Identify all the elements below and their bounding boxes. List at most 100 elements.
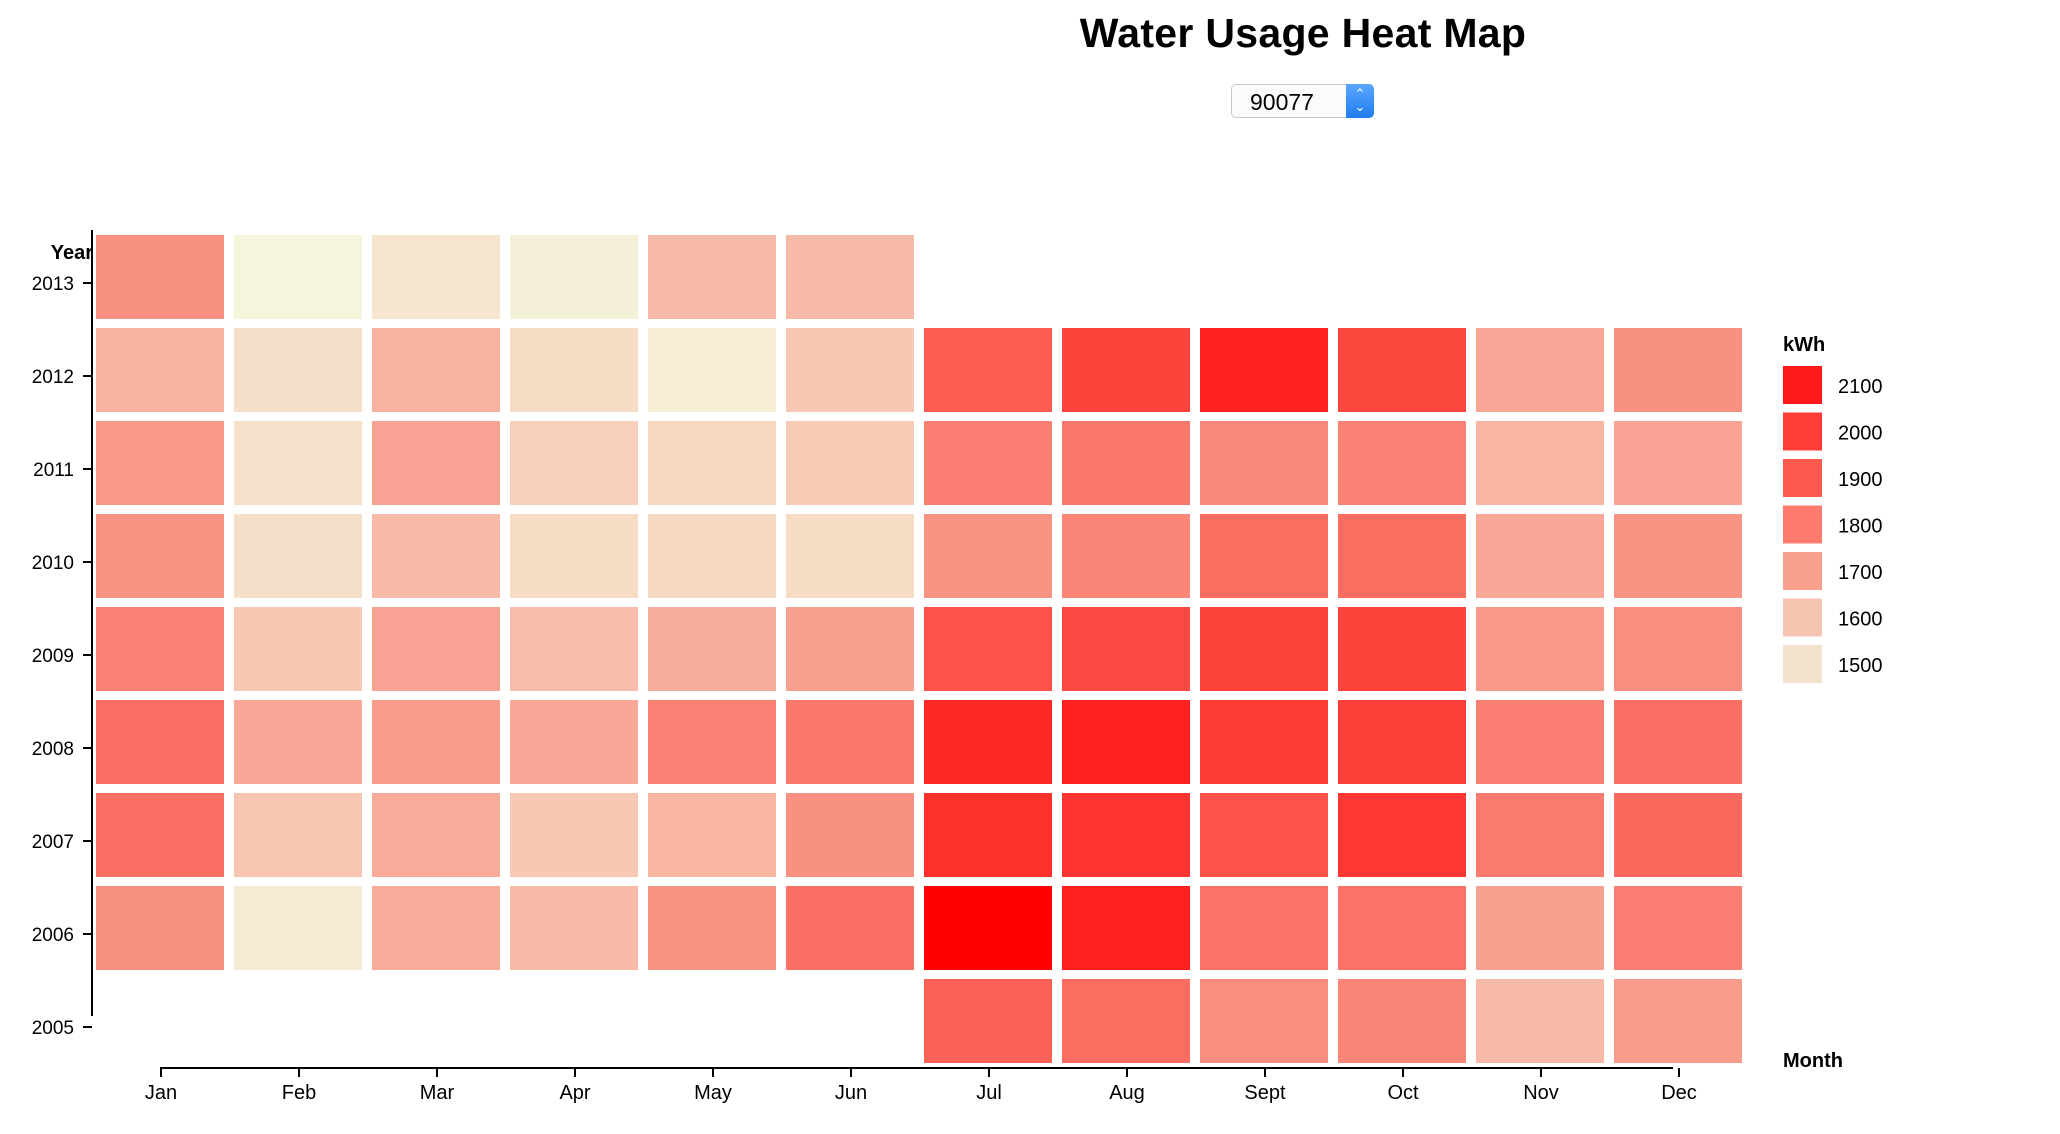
heatmap-cell-2013-Jun <box>786 235 914 319</box>
zip-code-select[interactable]: 90077 ⌃ ⌄ <box>1231 84 1374 118</box>
x-tick-label-Jan: Jan <box>145 1082 177 1104</box>
y-tick-label-2011: 2011 <box>33 460 74 481</box>
heatmap-cell-2012-Jun <box>786 328 914 412</box>
x-tick-label-May: May <box>694 1082 732 1104</box>
heatmap-cell-2010-Apr <box>510 514 638 598</box>
heatmap-cell-2006-Apr <box>510 886 638 970</box>
heatmap-cell-2008-Jul <box>924 700 1052 784</box>
heatmap-cell-2005-Aug <box>1062 979 1190 1063</box>
legend-swatch-1800 <box>1783 505 1822 544</box>
heatmap-cell-2009-Jul <box>924 607 1052 691</box>
heatmap-cell-2010-Mar <box>372 514 500 598</box>
heatmap-cell-2010-Sept <box>1200 514 1328 598</box>
legend-swatch-1500 <box>1783 645 1822 683</box>
legend-swatch-2000 <box>1783 412 1822 451</box>
legend-label-1700: 1700 <box>1838 562 1883 584</box>
heatmap-cell-2005-Oct <box>1338 979 1466 1063</box>
heatmap-cell-2011-Sept <box>1200 421 1328 505</box>
x-tick-label-Mar: Mar <box>420 1082 455 1104</box>
heatmap-cell-2011-Dec <box>1614 421 1742 505</box>
heatmap-cell-2013-Jan <box>96 235 224 319</box>
heatmap-cell-2006-Sept <box>1200 886 1328 970</box>
heatmap-cell-2013-May <box>648 235 776 319</box>
heatmap-cell-2012-Dec <box>1614 328 1742 412</box>
heatmap-cell-2007-Apr <box>510 793 638 877</box>
legend-swatch-2100 <box>1783 366 1822 404</box>
zip-code-value: 90077 <box>1250 89 1314 115</box>
heatmap-cell-2006-Jul <box>924 886 1052 970</box>
y-axis-title: Year <box>51 242 93 264</box>
heatmap-cell-2006-Feb <box>234 886 362 970</box>
y-tick-label-2012: 2012 <box>32 367 74 388</box>
legend-label-2100: 2100 <box>1838 376 1883 398</box>
legend-swatch-1600 <box>1783 598 1822 637</box>
heatmap-cell-2011-Mar <box>372 421 500 505</box>
heatmap-cell-2006-Nov <box>1476 886 1604 970</box>
heatmap-cell-2009-Mar <box>372 607 500 691</box>
y-tick-label-2009: 2009 <box>32 646 74 667</box>
heatmap-cell-2012-Nov <box>1476 328 1604 412</box>
heatmap-cell-2012-Sept <box>1200 328 1328 412</box>
legend-label-1800: 1800 <box>1838 516 1883 538</box>
heatmap-cell-2007-Feb <box>234 793 362 877</box>
up-down-chevron-icon: ⌃ ⌄ <box>1346 84 1374 118</box>
heatmap-cell-2007-Sept <box>1200 793 1328 877</box>
legend-label-1900: 1900 <box>1838 469 1883 491</box>
heatmap-cell-2007-Jan <box>96 793 224 877</box>
heatmap-cell-2006-Jun <box>786 886 914 970</box>
heatmap-cell-2006-Oct <box>1338 886 1466 970</box>
heatmap-cell-2011-Aug <box>1062 421 1190 505</box>
heatmap-cell-2009-Jan <box>96 607 224 691</box>
heatmap-cell-2008-Sept <box>1200 700 1328 784</box>
heatmap-cell-2011-Jul <box>924 421 1052 505</box>
legend-swatch-1900 <box>1783 459 1822 497</box>
heatmap-cell-2009-Dec <box>1614 607 1742 691</box>
heatmap-cell-2010-Jun <box>786 514 914 598</box>
heatmap-cell-2009-Jun <box>786 607 914 691</box>
heatmap-cell-2012-Oct <box>1338 328 1466 412</box>
legend-title: kWh <box>1783 334 1825 356</box>
heatmap-cell-2005-Jul <box>924 979 1052 1063</box>
heatmap-cell-2007-May <box>648 793 776 877</box>
heatmap-cell-2008-Mar <box>372 700 500 784</box>
heatmap-cell-2007-Nov <box>1476 793 1604 877</box>
heatmap-cell-2008-Jan <box>96 700 224 784</box>
heatmap-cell-2008-Feb <box>234 700 362 784</box>
heatmap-cell-2012-Mar <box>372 328 500 412</box>
y-tick-label-2013: 2013 <box>32 274 74 295</box>
legend-swatch-1700 <box>1783 552 1822 590</box>
heatmap-cell-2012-Apr <box>510 328 638 412</box>
heatmap-cell-2009-Apr <box>510 607 638 691</box>
heatmap-cell-2007-Jun <box>786 793 914 877</box>
heatmap-cell-2008-Oct <box>1338 700 1466 784</box>
heatmap-cell-2012-Aug <box>1062 328 1190 412</box>
heatmap-cell-2007-Aug <box>1062 793 1190 877</box>
heatmap-cell-2006-Mar <box>372 886 500 970</box>
x-tick-label-Aug: Aug <box>1109 1082 1145 1104</box>
y-tick-label-2007: 2007 <box>32 832 74 853</box>
y-tick-label-2008: 2008 <box>32 739 74 760</box>
heatmap-cell-2011-Nov <box>1476 421 1604 505</box>
heatmap-cell-2008-Jun <box>786 700 914 784</box>
legend-label-1500: 1500 <box>1838 655 1883 677</box>
heatmap-cell-2011-Feb <box>234 421 362 505</box>
heatmap-cell-2011-Jun <box>786 421 914 505</box>
heatmap-cell-2008-Aug <box>1062 700 1190 784</box>
heatmap-cell-2009-Oct <box>1338 607 1466 691</box>
x-tick-label-Nov: Nov <box>1523 1082 1559 1104</box>
x-tick-label-Feb: Feb <box>282 1082 316 1104</box>
legend-label-2000: 2000 <box>1838 423 1883 445</box>
y-tick-label-2010: 2010 <box>32 553 74 574</box>
legend-label-1600: 1600 <box>1838 609 1883 631</box>
heatmap-cell-2008-Apr <box>510 700 638 784</box>
heatmap-cell-2010-Oct <box>1338 514 1466 598</box>
heatmap-cell-2012-Feb <box>234 328 362 412</box>
heatmap-cell-2008-Nov <box>1476 700 1604 784</box>
heatmap-cell-2013-Mar <box>372 235 500 319</box>
heatmap-cell-2012-Jul <box>924 328 1052 412</box>
heatmap-cell-2005-Dec <box>1614 979 1742 1063</box>
heatmap-cell-2011-Oct <box>1338 421 1466 505</box>
heatmap-cell-2008-Dec <box>1614 700 1742 784</box>
heatmap-cell-2006-Aug <box>1062 886 1190 970</box>
